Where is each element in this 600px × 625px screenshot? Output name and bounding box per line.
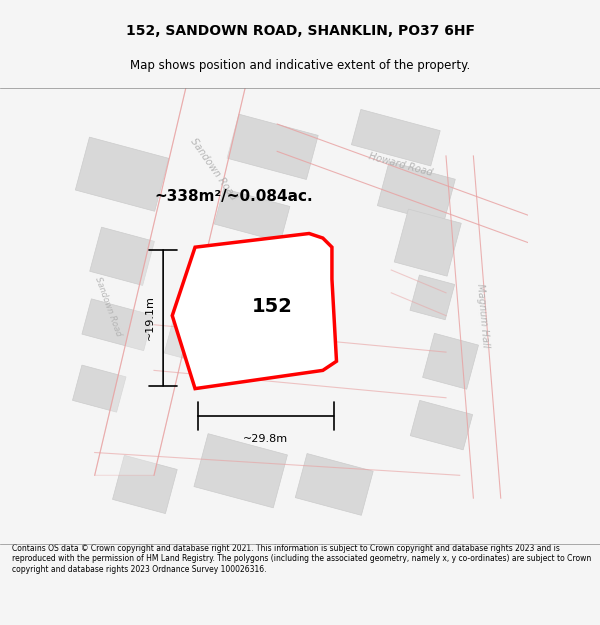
Bar [82, 299, 153, 351]
Text: 152: 152 [252, 297, 293, 316]
Text: ~338m²/~0.084ac.: ~338m²/~0.084ac. [154, 189, 313, 204]
Bar [295, 454, 373, 516]
Text: ~29.8m: ~29.8m [243, 434, 289, 444]
Bar [352, 109, 440, 166]
Bar [377, 161, 455, 223]
Text: Map shows position and indicative extent of the property.: Map shows position and indicative extent… [130, 59, 470, 72]
Bar [410, 401, 473, 450]
Text: Contains OS data © Crown copyright and database right 2021. This information is : Contains OS data © Crown copyright and d… [12, 544, 591, 574]
Bar [194, 434, 287, 508]
Bar [90, 228, 154, 286]
Text: Sandown Road: Sandown Road [94, 276, 123, 338]
Polygon shape [95, 88, 245, 475]
Bar [203, 244, 278, 314]
Bar [410, 275, 455, 320]
Bar [164, 287, 235, 367]
Bar [113, 456, 177, 514]
Bar [394, 209, 461, 276]
Text: Sandown Road: Sandown Road [188, 137, 238, 202]
Bar [214, 189, 290, 242]
Text: Magnum Hall: Magnum Hall [475, 283, 490, 348]
Bar [422, 333, 479, 389]
Text: 152, SANDOWN ROAD, SHANKLIN, PO37 6HF: 152, SANDOWN ROAD, SHANKLIN, PO37 6HF [125, 24, 475, 38]
Text: Howard Road: Howard Road [367, 152, 433, 178]
Bar [76, 137, 169, 211]
Bar [73, 365, 126, 412]
Bar [227, 114, 318, 179]
Text: ~19.1m: ~19.1m [145, 296, 154, 341]
Polygon shape [172, 234, 337, 389]
